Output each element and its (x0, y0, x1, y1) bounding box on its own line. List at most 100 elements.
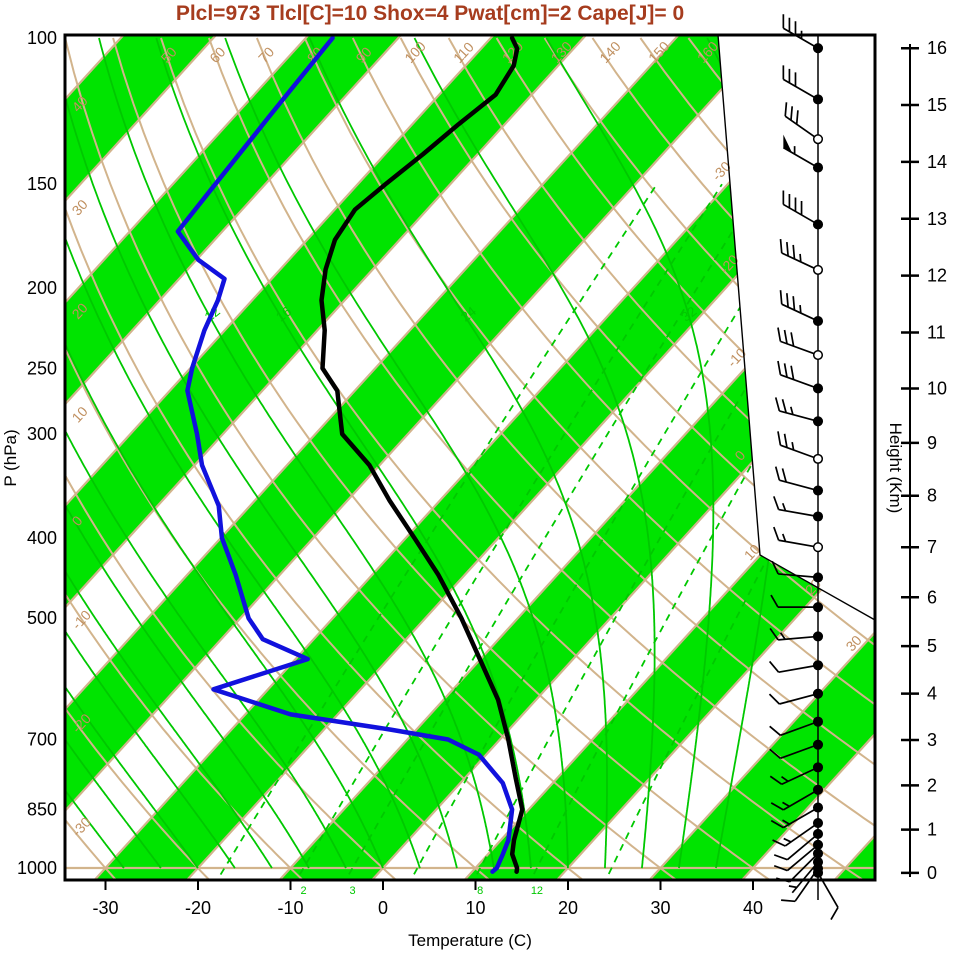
station-circle-open (812, 542, 824, 553)
wind-barb (782, 14, 824, 54)
station-circle (812, 43, 824, 54)
pressure-tick-label: 150 (27, 174, 57, 194)
pressure-tick-label: 1000 (17, 858, 57, 878)
station-circle (812, 219, 824, 230)
station-circle (812, 602, 824, 613)
mixing-ratio-labels: 2 3 8 12 (301, 885, 544, 897)
pressure-tick-label: 850 (27, 799, 57, 819)
wind-barb (784, 102, 824, 145)
station-circle (812, 660, 824, 671)
height-axis-title: Height (Km) (886, 423, 905, 514)
wind-barb (768, 660, 824, 674)
height-tick-label: 1 (927, 820, 937, 840)
height-tick-label: 14 (927, 152, 947, 172)
pressure-tick-label: 250 (27, 358, 57, 378)
height-tick-label: 13 (927, 209, 947, 229)
height-tick-label: 16 (927, 38, 947, 58)
svg-text:12: 12 (531, 885, 543, 897)
wind-barb (770, 594, 824, 613)
wind-barb (777, 327, 824, 361)
station-circle (812, 485, 824, 496)
wind-barb (773, 828, 824, 861)
wind-barb (782, 134, 824, 173)
station-circle (812, 828, 824, 840)
wind-barb (774, 397, 824, 427)
pressure-axis: 100 150 200 250 300 400 500 700 850 1000 P (hPa) (1, 28, 57, 878)
height-tick-label: 7 (927, 537, 937, 557)
wind-barb (777, 431, 824, 464)
station-circle (812, 867, 824, 878)
temperature-tick-label: 20 (558, 898, 578, 918)
wind-barb (779, 290, 824, 327)
station-circle (812, 316, 824, 327)
svg-text:8: 8 (477, 885, 483, 897)
station-circle (812, 739, 824, 750)
station-circle (812, 162, 824, 173)
station-circle (812, 817, 824, 829)
wind-barbs (768, 14, 839, 921)
height-tick-label: 5 (927, 636, 937, 656)
station-circle (812, 631, 824, 642)
station-circle (812, 839, 824, 850)
wind-barb (770, 784, 824, 811)
svg-text:2: 2 (301, 885, 307, 897)
wind-barb (773, 496, 824, 522)
svg-text:140: 140 (596, 38, 624, 66)
station-circle-open (812, 350, 824, 361)
height-tick-label: 6 (927, 587, 937, 607)
svg-text:10: 10 (68, 403, 90, 425)
wind-barb (773, 526, 824, 553)
wind-barb (769, 716, 824, 737)
svg-text:100: 100 (401, 38, 429, 66)
height-tick-label: 11 (927, 322, 946, 342)
height-tick-label: 3 (927, 730, 937, 750)
svg-text:30: 30 (68, 196, 90, 218)
height-tick-label: 2 (927, 775, 937, 795)
svg-text:16: 16 (273, 304, 294, 325)
temperature-tick-label: -20 (185, 898, 211, 918)
station-circle (812, 383, 824, 394)
temperature-curve (319, 35, 525, 874)
wind-barb (812, 867, 839, 921)
wind-barb (768, 688, 824, 705)
temperature-tick-label: 30 (650, 898, 670, 918)
svg-text:-10: -10 (724, 344, 750, 370)
temperature-tick-label: 40 (743, 898, 763, 918)
wind-panel-boundary (717, 34, 876, 621)
station-circle (812, 511, 824, 522)
pressure-tick-label: 400 (27, 528, 57, 548)
station-circle-open (812, 264, 824, 275)
temperature-tick-label: 10 (465, 898, 485, 918)
moist-adiabats (65, 37, 788, 869)
station-circle (812, 762, 824, 773)
wind-barb (770, 802, 824, 829)
height-tick-label: 12 (927, 266, 947, 286)
height-tick-label: 15 (927, 95, 947, 115)
svg-text:60: 60 (206, 44, 228, 66)
station-circle (812, 784, 824, 795)
station-circle-open (812, 134, 824, 145)
chart-title: Plcl=973 Tlcl[C]=10 Shox=4 Pwat[cm]=2 Ca… (175, 2, 685, 25)
pressure-tick-label: 100 (27, 28, 57, 48)
wind-barb (777, 360, 824, 394)
wind-barb (769, 627, 824, 642)
height-tick-label: 8 (927, 486, 937, 506)
station-circle (812, 572, 824, 583)
pressure-tick-label: 500 (27, 608, 57, 628)
wind-barb (782, 190, 824, 230)
height-tick-label: 9 (927, 433, 937, 453)
height-tick-label: 0 (927, 863, 937, 883)
wind-barb (774, 466, 824, 496)
plot-area: 50 60 70 80 90 100 110 120 130 140 150 160403020100… (65, 35, 875, 880)
station-circle (812, 416, 824, 427)
station-circle (812, 94, 824, 105)
station-circle (812, 802, 824, 813)
station-circle-open (812, 453, 824, 464)
temperature-axis-title: Temperature (C) (408, 931, 532, 950)
pressure-tick-label: 300 (27, 424, 57, 444)
height-tick-label: 10 (927, 378, 947, 398)
station-circle (812, 688, 824, 699)
